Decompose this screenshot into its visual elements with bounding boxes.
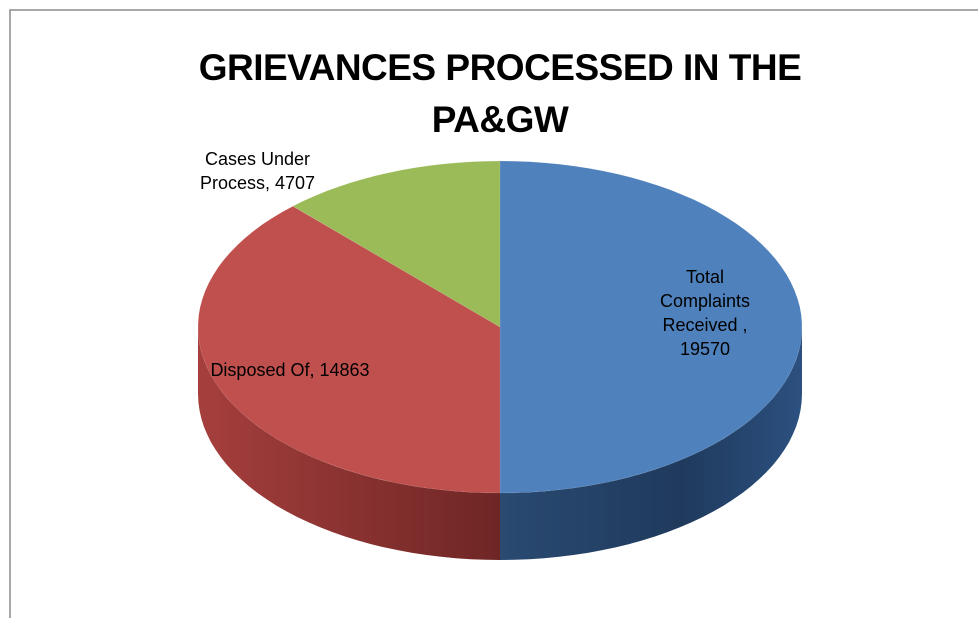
data-label: Total Complaints Received , 19570	[659, 267, 751, 359]
frame	[9, 9, 978, 618]
pie-slice	[499, 160, 803, 494]
pie-slice	[292, 160, 501, 328]
data-label: Cases Under Process, 4707	[199, 149, 316, 193]
pie-slice	[197, 205, 501, 494]
pie-side	[500, 327, 802, 560]
chart-title: GRIEVANCES PROCESSED IN THE PA&GW	[198, 47, 802, 140]
pie-side	[198, 327, 500, 560]
data-label: Disposed Of, 14863	[210, 360, 370, 380]
